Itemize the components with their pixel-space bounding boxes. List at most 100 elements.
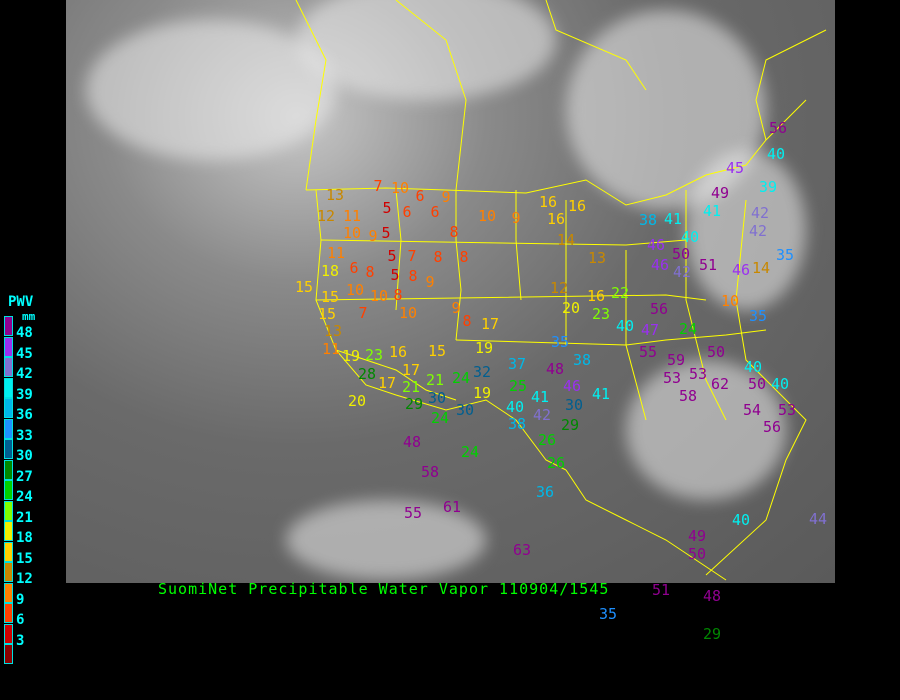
station-pwv-value: 23: [592, 304, 611, 323]
station-pwv-value: 8: [459, 247, 469, 266]
station-pwv-value: 51: [652, 580, 671, 599]
station-pwv-value: 9: [368, 226, 378, 245]
station-pwv-value: 17: [402, 360, 421, 379]
station-pwv-value: 61: [443, 497, 462, 516]
legend-swatch: [4, 644, 13, 664]
station-pwv-value: 40: [744, 357, 763, 376]
station-pwv-value: 14: [557, 230, 576, 249]
station-pwv-value: 11: [322, 339, 341, 358]
station-pwv-value: 17: [378, 373, 397, 392]
legend-swatch: [4, 541, 13, 562]
station-pwv-value: 16: [389, 342, 408, 361]
station-pwv-value: 41: [703, 201, 722, 220]
station-pwv-value: 24: [431, 408, 450, 427]
station-pwv-value: 12: [317, 206, 336, 225]
station-pwv-value: 8: [433, 247, 443, 266]
station-pwv-value: 47: [641, 320, 660, 339]
station-pwv-value: 16: [547, 209, 566, 228]
station-pwv-value: 7: [407, 246, 417, 265]
station-pwv-value: 53: [663, 368, 682, 387]
station-pwv-value: 51: [699, 255, 718, 274]
station-pwv-value: 46: [651, 255, 670, 274]
station-pwv-value: 7: [373, 176, 383, 195]
station-pwv-value: 22: [611, 283, 630, 302]
station-pwv-value: 24: [679, 319, 698, 338]
legend-swatch: [4, 582, 13, 603]
station-pwv-value: 58: [679, 386, 698, 405]
station-pwv-value: 42: [751, 203, 770, 222]
station-pwv-value: 12: [550, 278, 569, 297]
station-pwv-value: 10: [391, 178, 410, 197]
station-pwv-value: 35: [776, 245, 795, 264]
station-pwv-value: 40: [771, 374, 790, 393]
station-pwv-value: 62: [711, 374, 730, 393]
map-title: SuomiNet Precipitable Water Vapor 110904…: [158, 580, 610, 598]
station-pwv-value: 48: [703, 586, 722, 605]
station-pwv-value: 63: [513, 540, 532, 559]
station-pwv-value: 17: [481, 314, 500, 333]
station-pwv-value: 15: [428, 341, 447, 360]
station-pwv-value: 55: [404, 503, 423, 522]
legend-tick: 39: [16, 386, 33, 403]
station-pwv-value: 41: [592, 384, 611, 403]
station-pwv-value: 40: [767, 144, 786, 163]
station-pwv-value: 9: [441, 187, 451, 206]
station-pwv-value: 55: [639, 342, 658, 361]
station-pwv-value: 50: [748, 374, 767, 393]
legend-tick: 36: [16, 407, 33, 423]
station-pwv-value: 30: [428, 388, 447, 407]
legend-swatch: [4, 562, 13, 582]
station-pwv-value: 20: [348, 391, 367, 410]
station-pwv-value: 10: [399, 303, 418, 322]
legend-swatch: [4, 398, 13, 418]
station-pwv-value: 41: [531, 387, 550, 406]
station-pwv-value: 10: [343, 223, 362, 242]
station-pwv-value: 40: [616, 316, 635, 335]
legend-swatch: [4, 418, 13, 439]
station-pwv-value: 40: [506, 397, 525, 416]
station-pwv-value: 8: [365, 262, 375, 281]
station-pwv-value: 6: [415, 186, 425, 205]
station-pwv-value: 53: [778, 400, 797, 419]
station-pwv-value: 38: [508, 414, 527, 433]
station-pwv-value: 19: [342, 346, 361, 365]
station-pwv-value: 19: [473, 383, 492, 402]
station-pwv-value: 56: [763, 417, 782, 436]
station-pwv-value: 35: [599, 604, 618, 623]
station-pwv-value: 40: [681, 227, 700, 246]
station-pwv-value: 6: [349, 258, 359, 277]
station-pwv-value: 42: [749, 221, 768, 240]
station-pwv-value: 16: [568, 196, 587, 215]
legend-swatch: [4, 500, 13, 521]
station-pwv-value: 14: [752, 258, 771, 277]
station-pwv-value: 56: [650, 299, 669, 318]
station-pwv-value: 49: [711, 183, 730, 202]
station-pwv-value: 36: [536, 482, 555, 501]
station-pwv-value: 15: [295, 277, 314, 296]
station-pwv-value: 25: [509, 376, 528, 395]
station-pwv-value: 39: [759, 177, 778, 196]
station-pwv-value: 20: [562, 298, 581, 317]
station-pwv-value: 58: [421, 462, 440, 481]
station-pwv-value: 13: [324, 321, 343, 340]
station-pwv-value: 40: [732, 510, 751, 529]
station-pwv-value: 8: [449, 222, 459, 241]
station-pwv-value: 48: [546, 359, 565, 378]
station-pwv-value: 54: [743, 400, 762, 419]
station-pwv-value: 10: [478, 206, 497, 225]
legend-tick: 24: [16, 489, 33, 505]
station-pwv-value: 8: [462, 311, 472, 330]
legend-swatch: [4, 316, 13, 336]
station-pwv-value: 38: [573, 350, 592, 369]
station-pwv-value: 59: [667, 350, 686, 369]
station-pwv-value: 53: [689, 364, 708, 383]
legend-title: PWV: [8, 294, 34, 310]
station-pwv-value: 15: [321, 287, 340, 306]
legend-tick: 27: [16, 468, 33, 485]
station-pwv-value: 46: [563, 376, 582, 395]
station-pwv-value: 6: [430, 202, 440, 221]
station-pwv-value: 41: [664, 209, 683, 228]
station-pwv-value: 45: [726, 158, 745, 177]
station-pwv-value: 42: [533, 405, 552, 424]
station-pwv-value: 26: [538, 430, 557, 449]
